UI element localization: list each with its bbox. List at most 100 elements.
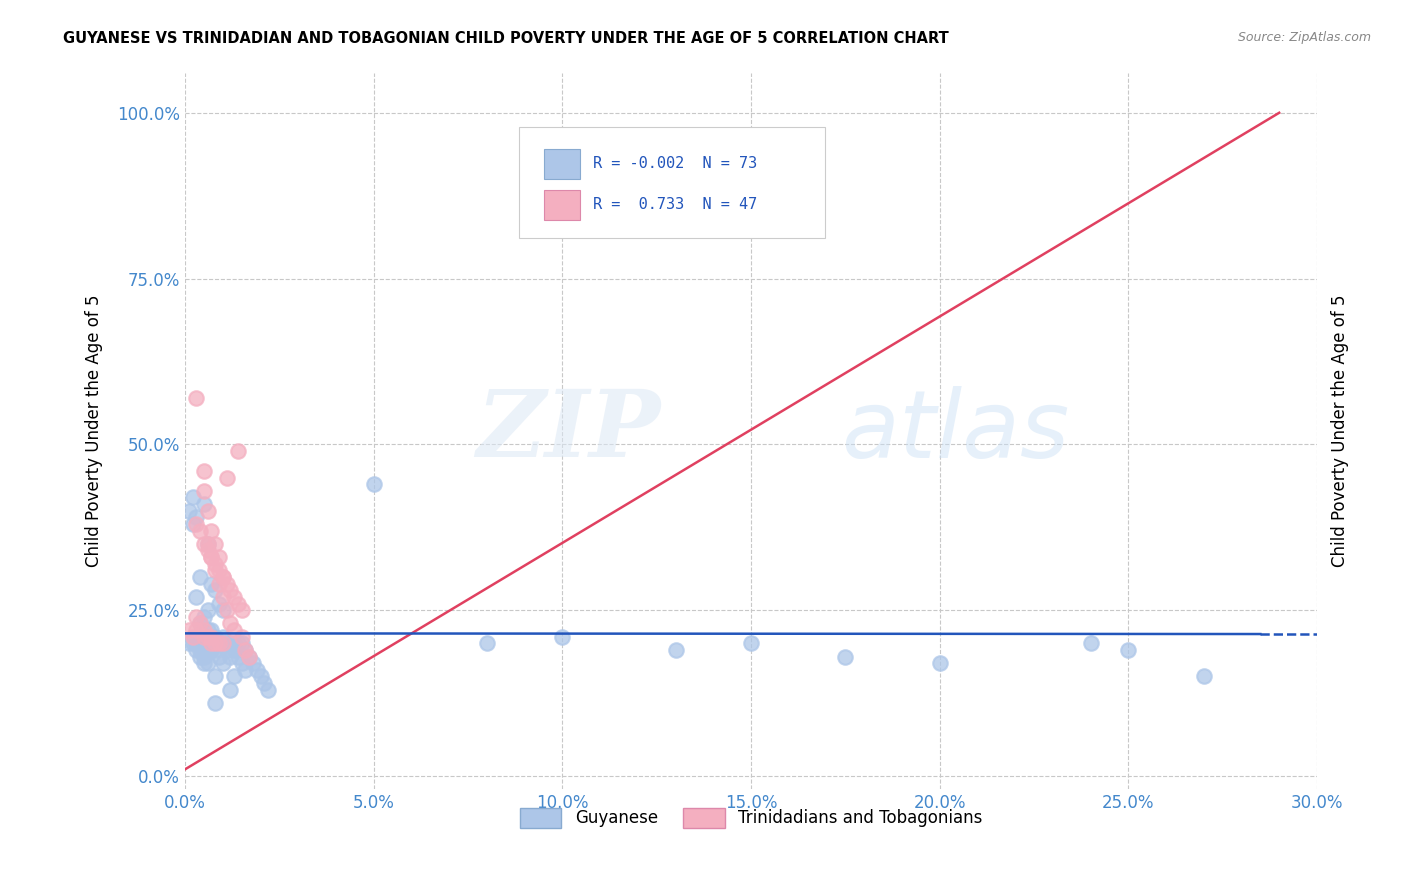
Point — [197, 657, 219, 671]
Point — [211, 590, 233, 604]
Text: GUYANESE VS TRINIDADIAN AND TOBAGONIAN CHILD POVERTY UNDER THE AGE OF 5 CORRELAT: GUYANESE VS TRINIDADIAN AND TOBAGONIAN C… — [63, 31, 949, 46]
Point — [204, 696, 226, 710]
Point — [186, 510, 208, 524]
Point — [197, 543, 219, 558]
Point — [211, 636, 233, 650]
Point — [193, 464, 215, 478]
Point — [208, 550, 231, 565]
Point — [186, 643, 208, 657]
Text: R =  0.733  N = 47: R = 0.733 N = 47 — [592, 197, 756, 212]
Point — [238, 649, 260, 664]
Point — [211, 636, 233, 650]
Y-axis label: Child Poverty Under the Age of 5: Child Poverty Under the Age of 5 — [1331, 295, 1348, 567]
Point — [188, 616, 211, 631]
Point — [231, 630, 253, 644]
Y-axis label: Child Poverty Under the Age of 5: Child Poverty Under the Age of 5 — [86, 295, 103, 567]
Point — [181, 516, 204, 531]
Point — [197, 537, 219, 551]
Point — [215, 576, 238, 591]
FancyBboxPatch shape — [544, 149, 581, 179]
Point — [231, 657, 253, 671]
Point — [226, 597, 249, 611]
Point — [242, 657, 264, 671]
Point — [219, 636, 242, 650]
Point — [219, 682, 242, 697]
Point — [208, 597, 231, 611]
Point — [834, 649, 856, 664]
Text: Source: ZipAtlas.com: Source: ZipAtlas.com — [1237, 31, 1371, 45]
Point — [186, 609, 208, 624]
Point — [664, 643, 686, 657]
Point — [231, 636, 253, 650]
Point — [193, 483, 215, 498]
Point — [200, 524, 222, 538]
Point — [193, 497, 215, 511]
Point — [197, 636, 219, 650]
Point — [249, 669, 271, 683]
Point — [177, 636, 200, 650]
Point — [193, 537, 215, 551]
Point — [193, 623, 215, 637]
Point — [551, 630, 574, 644]
Text: atlas: atlas — [842, 385, 1070, 476]
Point — [181, 630, 204, 644]
Point — [219, 583, 242, 598]
Point — [193, 657, 215, 671]
Point — [253, 676, 276, 690]
Point — [186, 516, 208, 531]
Point — [193, 630, 215, 644]
Point — [188, 524, 211, 538]
Point — [200, 630, 222, 644]
Point — [222, 636, 245, 650]
Point — [238, 649, 260, 664]
Point — [197, 537, 219, 551]
Point — [211, 570, 233, 584]
Point — [197, 504, 219, 518]
Point — [186, 636, 208, 650]
Point — [200, 576, 222, 591]
Point — [1080, 636, 1102, 650]
Point — [188, 616, 211, 631]
Point — [211, 570, 233, 584]
Point — [193, 609, 215, 624]
Point — [215, 603, 238, 617]
Point — [177, 623, 200, 637]
Point — [1116, 643, 1139, 657]
Point — [226, 636, 249, 650]
Point — [200, 623, 222, 637]
Point — [197, 623, 219, 637]
Point — [928, 657, 950, 671]
Point — [193, 649, 215, 664]
Point — [200, 636, 222, 650]
Point — [204, 636, 226, 650]
Point — [204, 643, 226, 657]
Point — [181, 491, 204, 505]
Point — [208, 576, 231, 591]
Point — [208, 563, 231, 577]
Point — [222, 623, 245, 637]
Point — [235, 663, 257, 677]
FancyBboxPatch shape — [519, 127, 824, 237]
Point — [204, 583, 226, 598]
Point — [188, 649, 211, 664]
Point — [257, 682, 280, 697]
Point — [222, 643, 245, 657]
Point — [186, 391, 208, 405]
Point — [211, 603, 233, 617]
Point — [193, 636, 215, 650]
Point — [208, 649, 231, 664]
Point — [197, 603, 219, 617]
Text: R = -0.002  N = 73: R = -0.002 N = 73 — [592, 156, 756, 171]
Point — [186, 590, 208, 604]
Point — [208, 636, 231, 650]
Point — [246, 663, 269, 677]
Point — [197, 643, 219, 657]
Point — [211, 657, 233, 671]
Point — [215, 470, 238, 484]
Point — [200, 550, 222, 565]
Point — [219, 649, 242, 664]
Point — [204, 557, 226, 571]
Point — [475, 636, 498, 650]
Point — [231, 603, 253, 617]
Point — [219, 616, 242, 631]
